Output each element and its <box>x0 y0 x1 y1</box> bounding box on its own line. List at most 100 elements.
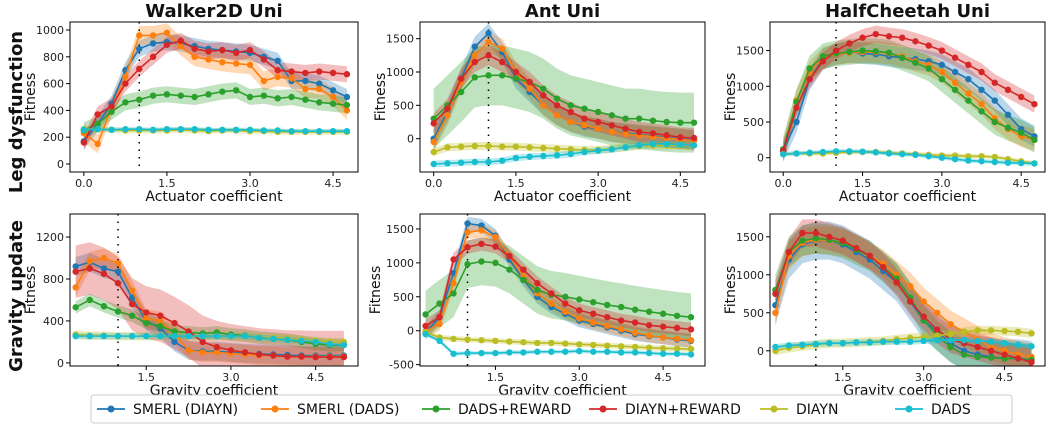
point-smerl-dads <box>933 309 941 316</box>
point-dads <box>506 349 513 356</box>
point-smerl-dads <box>673 335 681 343</box>
point-diayn <box>590 341 597 349</box>
point-smerl-dads <box>499 45 506 52</box>
point-dads <box>659 350 667 357</box>
point-diayn-reward <box>920 313 927 320</box>
point-dads <box>853 339 860 346</box>
point-dads-reward <box>590 299 597 306</box>
point-dads-reward <box>562 293 569 300</box>
point-dads <box>478 349 485 357</box>
point-smerl-dads <box>631 329 639 336</box>
point-diayn <box>553 145 561 152</box>
point-dads <box>520 349 527 356</box>
legend-label: SMERL (DIAYN) <box>133 402 238 418</box>
point-diayn-reward <box>912 38 919 45</box>
point-dads-reward <box>576 296 583 303</box>
point-dads <box>960 336 968 344</box>
band-diayn <box>783 149 1035 166</box>
point-diayn <box>464 336 471 343</box>
point-diayn-reward <box>673 324 681 332</box>
point-dads-reward <box>649 117 657 124</box>
point-diayn-reward <box>506 252 513 260</box>
point-smerl-dads <box>951 79 959 86</box>
point-diayn-reward <box>590 310 597 317</box>
point-diayn-reward <box>925 42 932 49</box>
point-smerl-dads <box>576 315 583 322</box>
plot-area <box>72 214 348 366</box>
point-diayn-reward <box>899 34 906 41</box>
point-diayn <box>567 146 574 153</box>
point-dads <box>608 146 616 153</box>
y-tick-label: 1200 <box>36 231 64 244</box>
point-dads-reward <box>108 108 115 115</box>
point-diayn-reward <box>885 33 893 40</box>
point-dads-reward <box>581 105 588 112</box>
point-smerl-dads <box>617 326 625 333</box>
point-dads <box>540 152 547 160</box>
band-smerl-dads- <box>83 23 347 154</box>
point-dads <box>232 126 240 134</box>
point-dads-reward <box>450 290 457 297</box>
point-dads <box>785 342 793 349</box>
point-smerl-diayn <box>114 268 122 275</box>
point-smerl-diayn <box>128 294 136 302</box>
point-diayn-reward <box>622 125 629 132</box>
point-dads <box>534 348 541 355</box>
point-dads <box>270 335 277 342</box>
band-smerl-diayn- <box>425 216 692 348</box>
point-diayn-reward <box>128 300 136 308</box>
point-dads <box>974 337 981 345</box>
point-dads-reward <box>288 93 295 101</box>
y-tick-label: 0 <box>57 158 64 171</box>
point-diayn-reward <box>114 279 122 287</box>
point-dads <box>471 158 479 166</box>
point-diayn-reward <box>86 265 93 272</box>
point-diayn-reward <box>567 108 574 116</box>
point-dads-reward <box>677 119 684 126</box>
point-dads-reward <box>631 306 639 313</box>
point-dads <box>157 332 164 340</box>
point-diayn-reward <box>617 317 625 324</box>
point-dads <box>108 126 115 134</box>
point-dads <box>553 152 561 159</box>
point-diayn <box>548 339 555 347</box>
y-tick-label: 1000 <box>386 257 414 270</box>
point-dads-reward <box>594 108 602 116</box>
x-axis-label: Actuator coefficient <box>145 189 283 205</box>
point-diayn <box>604 342 611 349</box>
point-smerl-dads <box>464 229 471 236</box>
point-dads-reward <box>608 112 616 119</box>
point-diayn-reward <box>553 102 561 109</box>
point-diayn-reward <box>343 71 351 78</box>
chart-panel-2: HalfCheetah Uni 0.0 1.5 3.0 4.5 0 500 1000 1500 A… <box>723 1 1046 205</box>
point-dads <box>444 160 451 167</box>
point-diayn-reward <box>512 68 520 76</box>
point-diayn <box>485 142 492 150</box>
band-diayn-reward <box>433 45 695 149</box>
point-dads-reward <box>885 49 893 56</box>
x-tick-label: 4.5 <box>654 371 672 384</box>
point-dads <box>340 341 348 349</box>
point-dads <box>526 153 533 160</box>
band-diayn-reward <box>83 32 347 151</box>
x-tick-label: 1.5 <box>137 371 155 384</box>
point-smerl-dads <box>177 42 184 50</box>
point-dads-reward <box>219 88 226 95</box>
point-smerl-dads <box>232 60 240 67</box>
point-diayn-reward <box>636 128 643 136</box>
point-diayn-reward <box>185 328 192 335</box>
point-smerl-dads <box>157 317 164 325</box>
point-diayn <box>534 339 541 347</box>
point-smerl-dads <box>608 128 616 136</box>
point-dads-reward <box>645 308 653 315</box>
point-smerl-diayn <box>965 75 972 83</box>
point-diayn <box>960 328 968 335</box>
x-tick-label: 3.0 <box>915 371 933 384</box>
point-diayn-reward <box>548 290 555 297</box>
point-dads <box>288 127 295 135</box>
point-smerl-dads <box>163 29 171 36</box>
point-diayn-reward <box>839 237 846 244</box>
point-dads-reward <box>1031 136 1038 144</box>
point-dads <box>866 339 873 346</box>
point-dads <box>326 340 333 348</box>
